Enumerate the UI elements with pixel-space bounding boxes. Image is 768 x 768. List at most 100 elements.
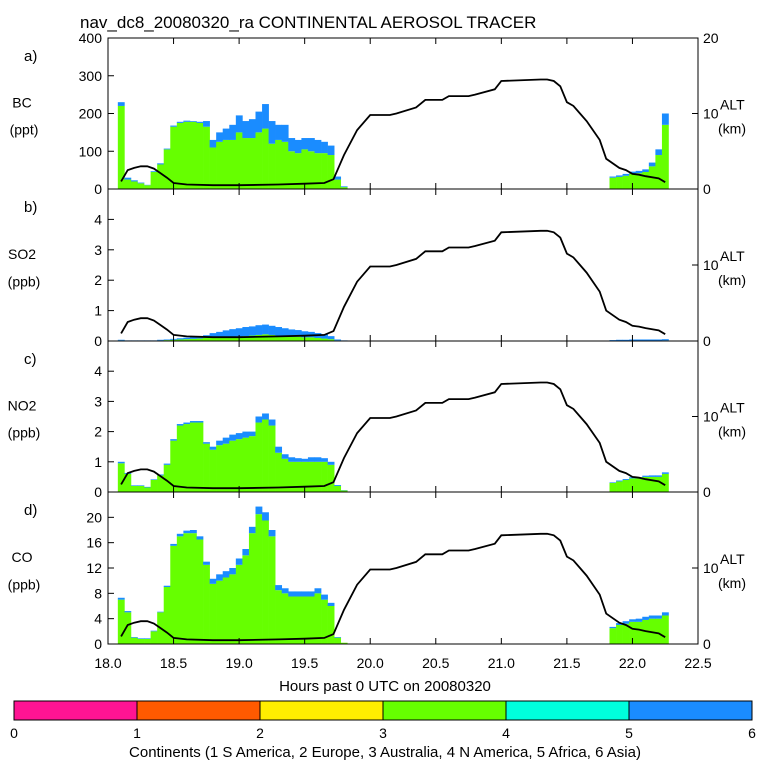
bar-asia [124, 177, 132, 180]
bar-n-america [248, 335, 256, 341]
x-tick-labels: 18.0 18.5 19.0 19.5 20.0 20.5 21.0 21.5 22.0 22.5 [94, 655, 711, 671]
bar-asia [635, 170, 643, 174]
bar-n-america [229, 139, 237, 189]
bar-n-america [255, 514, 263, 644]
bar-asia [327, 336, 335, 340]
bar-asia [170, 125, 178, 127]
panel-letter: a) [24, 48, 37, 65]
y-tick-label: 300 [79, 68, 103, 84]
panel-units-label: (ppb) [8, 425, 41, 441]
x-tick-label: 19.5 [291, 655, 318, 671]
bar-n-america [203, 337, 210, 341]
panel-variable-label: NO2 [8, 397, 37, 413]
bar-n-america [203, 564, 210, 644]
bar-n-america [635, 478, 643, 492]
bar-n-america [176, 536, 184, 644]
bar-n-america [635, 173, 643, 189]
bar-n-america [321, 461, 328, 492]
bar-asia [275, 446, 283, 453]
bar-n-america [222, 443, 230, 492]
bar-asia [222, 437, 230, 444]
bar-asia [150, 171, 158, 173]
bar-n-america [294, 336, 302, 341]
bar-asia [281, 454, 289, 459]
bar-n-america [327, 339, 335, 341]
bar-asia [183, 530, 191, 534]
bar-asia [334, 637, 342, 638]
y-tick-label: 8 [94, 585, 102, 601]
bar-n-america [307, 596, 315, 644]
bar-asia [262, 512, 269, 521]
y-tick-label: 400 [79, 30, 103, 46]
bar-n-america [301, 461, 309, 492]
bar-n-america [157, 475, 165, 492]
bar-n-america [189, 338, 197, 341]
bar-n-america [288, 151, 296, 189]
bar-n-america [648, 618, 656, 644]
bar-n-america [255, 422, 263, 492]
bar-n-america [150, 631, 158, 644]
bar-asia [301, 138, 309, 150]
bar-asia [209, 139, 217, 148]
bar-n-america [661, 124, 669, 189]
bar-n-america [170, 545, 178, 644]
bar-asia [275, 327, 283, 336]
bar-n-america [307, 151, 315, 189]
bar-asia [196, 536, 204, 540]
x-tick-label: 22.5 [684, 655, 711, 671]
bar-n-america [216, 141, 224, 189]
bar-asia [222, 571, 230, 578]
bar-asia [262, 104, 269, 129]
bar-asia [616, 623, 623, 625]
bar-asia [622, 339, 630, 341]
bar-asia [622, 173, 630, 176]
bar-n-america [327, 606, 335, 644]
bar-n-america [609, 482, 617, 492]
altitude-line [120, 532, 666, 642]
alt-axis-label: ALT [720, 248, 745, 264]
altitude-line [120, 78, 666, 187]
panel-letter: d) [24, 502, 37, 519]
bar-n-america [642, 476, 650, 492]
alt-tick-label: 10 [703, 560, 719, 576]
bar-asia [327, 461, 335, 465]
bar-n-america [655, 618, 663, 644]
bar-n-america [196, 122, 204, 189]
bar-n-america [229, 574, 237, 644]
bar-n-america [203, 126, 210, 189]
legend-tick-label: 5 [625, 725, 633, 741]
legend-tick-label: 3 [379, 725, 387, 741]
panel-variable-label: SO2 [8, 246, 36, 262]
bar-asia [235, 115, 243, 133]
bar-asia [648, 615, 656, 619]
bar-asia [288, 138, 296, 152]
bar-asia [661, 612, 669, 616]
bar-asia [327, 602, 335, 606]
bar-n-america [321, 338, 328, 341]
y-tick-label: 16 [86, 535, 102, 551]
bar-n-america [183, 339, 191, 341]
alt-axis-units: (km) [718, 272, 746, 288]
bar-asia [242, 431, 250, 438]
bar-n-america [275, 139, 283, 189]
bar-n-america [334, 179, 342, 189]
y-tick-label: 4 [94, 363, 102, 379]
bar-asia [635, 618, 643, 622]
bar-asia [648, 339, 656, 341]
bar-asia [294, 458, 302, 462]
bar-n-america [183, 121, 191, 189]
bar-asia [262, 413, 269, 420]
bar-n-america [196, 539, 204, 644]
bar-asia [655, 149, 663, 156]
altitude-line [120, 229, 666, 339]
panels-group: 010020030040001020ALT(km)a)BC(ppt)012340… [8, 30, 746, 671]
bar-n-america [157, 164, 165, 189]
bar-asia [314, 139, 322, 154]
alt-tick-label: 0 [703, 333, 711, 349]
bar-n-america [334, 637, 342, 644]
bar-n-america [301, 596, 309, 644]
y-tick-label: 0 [94, 181, 102, 197]
bar-asia [242, 121, 250, 139]
legend-tick-label: 0 [10, 725, 18, 741]
